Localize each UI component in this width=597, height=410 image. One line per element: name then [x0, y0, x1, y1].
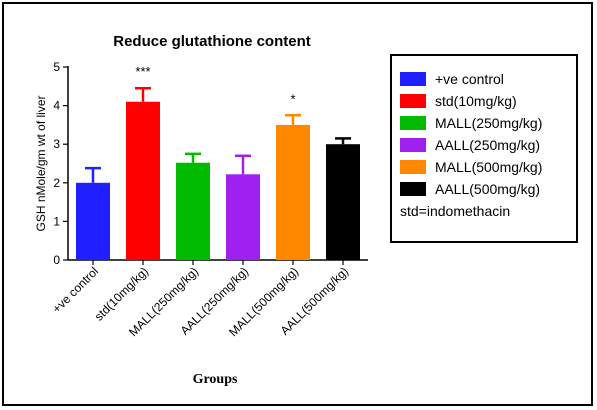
bar	[176, 162, 210, 260]
y-tick-label: 1	[53, 214, 60, 228]
x-axis-label: Groups	[193, 372, 238, 387]
y-axis-label: GSH nMole/gm wt of liver	[34, 95, 48, 231]
y-tick-label: 5	[53, 60, 60, 74]
legend-note: std=indomethacin	[400, 203, 510, 219]
legend-label: MALL(250mg/kg)	[435, 115, 542, 131]
legend-swatch	[400, 182, 426, 196]
legend-swatch	[400, 138, 426, 152]
legend-swatch	[400, 94, 426, 108]
legend-label: AALL(500mg/kg)	[435, 181, 540, 197]
legend-label: AALL(250mg/kg)	[435, 137, 540, 153]
bar	[226, 174, 260, 260]
legend-label: std(10mg/kg)	[435, 93, 517, 109]
y-tick-label: 0	[53, 253, 60, 267]
legend-swatch	[400, 160, 426, 174]
significance-marker: *	[290, 91, 295, 106]
x-tick-label: +ve control	[49, 264, 101, 316]
legend-label: +ve control	[435, 71, 504, 87]
bar	[76, 182, 110, 260]
significance-marker: ***	[135, 64, 150, 79]
y-tick-label: 4	[53, 99, 60, 113]
y-tick-label: 3	[53, 137, 60, 151]
y-tick-label: 2	[53, 176, 60, 190]
bar	[126, 101, 160, 261]
chart-title: Reduce glutathione content	[113, 33, 311, 50]
legend-swatch	[400, 116, 426, 130]
legend-label: MALL(500mg/kg)	[435, 159, 542, 175]
legend-swatch	[400, 72, 426, 86]
bar	[276, 124, 310, 261]
bar	[326, 144, 360, 260]
